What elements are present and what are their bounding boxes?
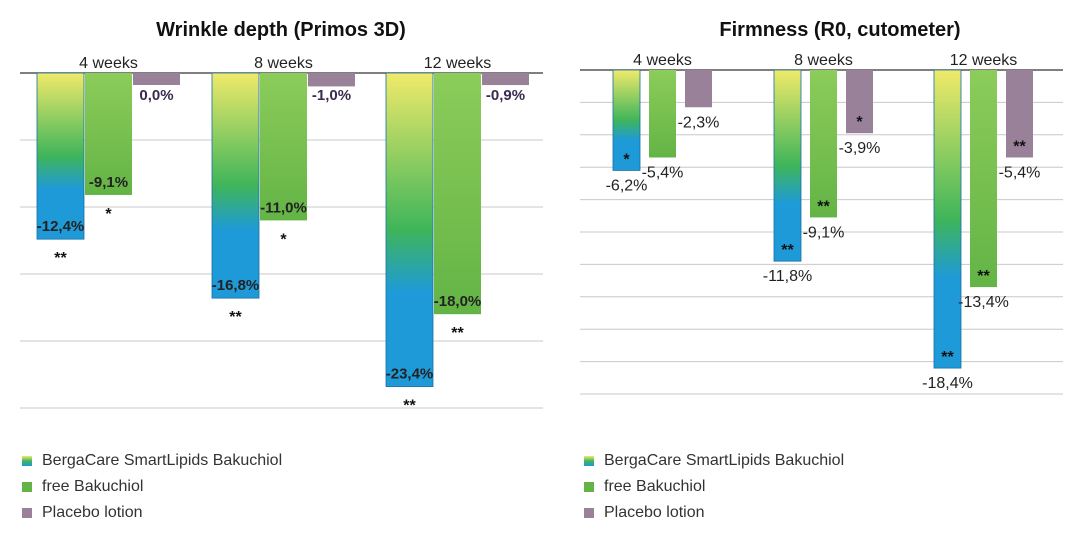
significance-mark: * [105,206,112,223]
bar [260,73,307,221]
bar [933,69,962,369]
significance-mark: ** [941,349,954,366]
category-label: 4 weeks [633,52,692,69]
legend-swatch-bergacare [22,456,32,466]
significance-mark: ** [977,268,990,285]
category-label: 12 weeks [424,55,492,72]
significance-mark: * [856,114,863,131]
significance-mark: ** [781,242,794,259]
value-label: -5,4% [642,164,684,181]
legend-item-free-bakuchiol: free Bakuchiol [22,478,143,496]
value-label: -0,9% [486,87,525,104]
firmness-chart: Firmness (R0, cutometer) 4 weeks -6,2% * -5,… [580,19,1063,395]
bar [308,73,355,87]
value-label: -1,0% [312,87,351,104]
value-label: -11,8% [763,268,813,285]
legend-swatch-bakuchiol [584,482,594,492]
legend-label: free Bakuchiol [42,478,144,495]
chart-title: Wrinkle depth (Primos 3D) [156,19,406,41]
bar [36,72,85,240]
category-label: 8 weeks [794,52,853,69]
bar [1006,70,1033,158]
bar [434,73,481,315]
bar [612,69,641,171]
value-label: -23,4% [386,366,434,383]
legend-label: free Bakuchiol [604,478,706,495]
value-label: -12,4% [37,218,85,235]
bar [385,72,434,387]
value-label: -11,0% [260,199,307,216]
bar [211,72,260,299]
bar [810,70,837,218]
bar [846,70,873,134]
legend-item-bergacare: BergaCare SmartLipids Bakuchiol [22,452,282,470]
bar [970,70,997,288]
legend-swatch-placebo [22,508,32,518]
bar [685,70,712,108]
legend-swatch-bergacare [584,456,594,466]
value-label: -16,8% [212,277,260,294]
category-label: 8 weeks [254,55,313,72]
legend-label: Placebo lotion [42,504,143,521]
legend-item-free-bakuchiol: free Bakuchiol [584,478,705,496]
legend-swatch-bakuchiol [22,482,32,492]
value-label: -9,1% [803,224,845,241]
significance-mark: ** [817,198,830,215]
value-label: -6,2% [606,177,648,194]
value-label: -18,4% [922,375,973,392]
bar [85,73,132,195]
bar [133,73,180,85]
significance-mark: ** [1013,138,1026,155]
significance-mark: ** [229,309,242,326]
wrinkle-depth-chart: Wrinkle depth (Primos 3D)4 weeks-12,4%**… [20,19,543,415]
bar [482,73,529,86]
legend-label: Placebo lotion [604,504,705,521]
value-label: -3,9% [839,140,881,157]
chart-title: Firmness (R0, cutometer) [719,19,960,41]
significance-mark: ** [403,398,416,415]
significance-mark: ** [54,250,67,267]
legend-item-placebo: Placebo lotion [22,504,143,522]
bar [773,69,802,262]
value-label: -13,4% [958,294,1009,311]
legend-swatch-placebo [584,508,594,518]
significance-mark: * [280,231,287,248]
legend-item-bergacare: BergaCare SmartLipids Bakuchiol [584,452,844,470]
legend-item-placebo: Placebo lotion [584,504,705,522]
value-label: -5,4% [999,164,1041,181]
value-label: -18,0% [434,293,482,310]
bar [649,70,676,158]
legend-label: BergaCare SmartLipids Bakuchiol [42,452,283,469]
category-label: 4 weeks [79,55,138,72]
value-label: -2,3% [678,114,720,131]
value-label: -9,1% [89,174,128,191]
significance-mark: * [623,151,630,168]
significance-mark: ** [451,325,464,342]
value-label: 0,0% [139,87,173,104]
category-label: 12 weeks [950,52,1018,69]
legend-label: BergaCare SmartLipids Bakuchiol [604,452,845,469]
